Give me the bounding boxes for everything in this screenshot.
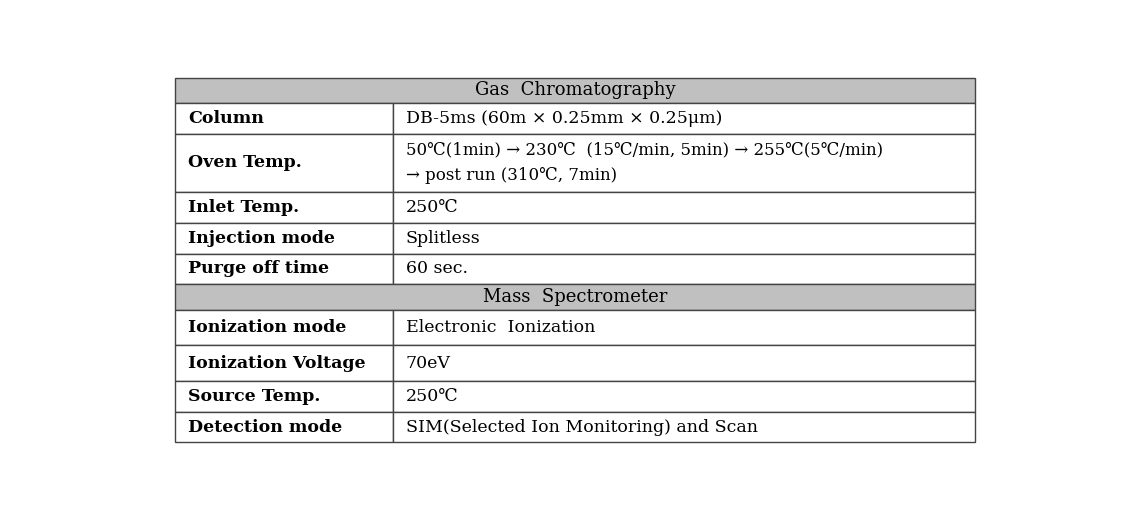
Bar <box>175 310 393 346</box>
Text: Injection mode: Injection mode <box>188 230 335 247</box>
Text: Detection mode: Detection mode <box>188 419 342 436</box>
Bar <box>393 253 975 284</box>
Text: 60 sec.: 60 sec. <box>406 261 468 278</box>
Bar <box>175 346 393 381</box>
Text: Column: Column <box>188 110 264 127</box>
Bar <box>175 381 393 411</box>
Text: Oven Temp.: Oven Temp. <box>188 154 302 171</box>
Bar <box>175 103 393 134</box>
Bar <box>393 346 975 381</box>
Text: Electronic  Ionization: Electronic Ionization <box>406 319 595 336</box>
Bar <box>393 223 975 253</box>
Text: Ionization Voltage: Ionization Voltage <box>188 355 366 372</box>
Bar <box>393 381 975 411</box>
Text: SIM(Selected Ion Monitoring) and Scan: SIM(Selected Ion Monitoring) and Scan <box>406 419 757 436</box>
Bar <box>393 103 975 134</box>
Bar <box>393 192 975 223</box>
Bar <box>175 223 393 253</box>
Text: Source Temp.: Source Temp. <box>188 388 321 405</box>
Bar <box>175 253 393 284</box>
Bar <box>175 134 393 192</box>
Text: Purge off time: Purge off time <box>188 261 329 278</box>
Text: 250℃: 250℃ <box>406 199 459 216</box>
Text: DB-5ms (60m × 0.25mm × 0.25μm): DB-5ms (60m × 0.25mm × 0.25μm) <box>406 110 723 127</box>
Text: Mass  Spectrometer: Mass Spectrometer <box>482 288 668 306</box>
Bar <box>175 411 393 442</box>
Bar <box>175 78 975 103</box>
Text: 70eV: 70eV <box>406 355 451 372</box>
Bar <box>393 310 975 346</box>
Bar <box>175 284 975 310</box>
Text: 50℃(1min) → 230℃  (15℃/min, 5min) → 255℃(5℃/min): 50℃(1min) → 230℃ (15℃/min, 5min) → 255℃(… <box>406 142 883 159</box>
Bar <box>393 134 975 192</box>
Text: Gas  Chromatography: Gas Chromatography <box>475 81 675 99</box>
Text: 250℃: 250℃ <box>406 388 459 405</box>
Text: Inlet Temp.: Inlet Temp. <box>188 199 300 216</box>
Text: Ionization mode: Ionization mode <box>188 319 347 336</box>
Bar <box>393 411 975 442</box>
Bar <box>175 192 393 223</box>
Text: Splitless: Splitless <box>406 230 480 247</box>
Text: → post run (310℃, 7min): → post run (310℃, 7min) <box>406 167 617 184</box>
